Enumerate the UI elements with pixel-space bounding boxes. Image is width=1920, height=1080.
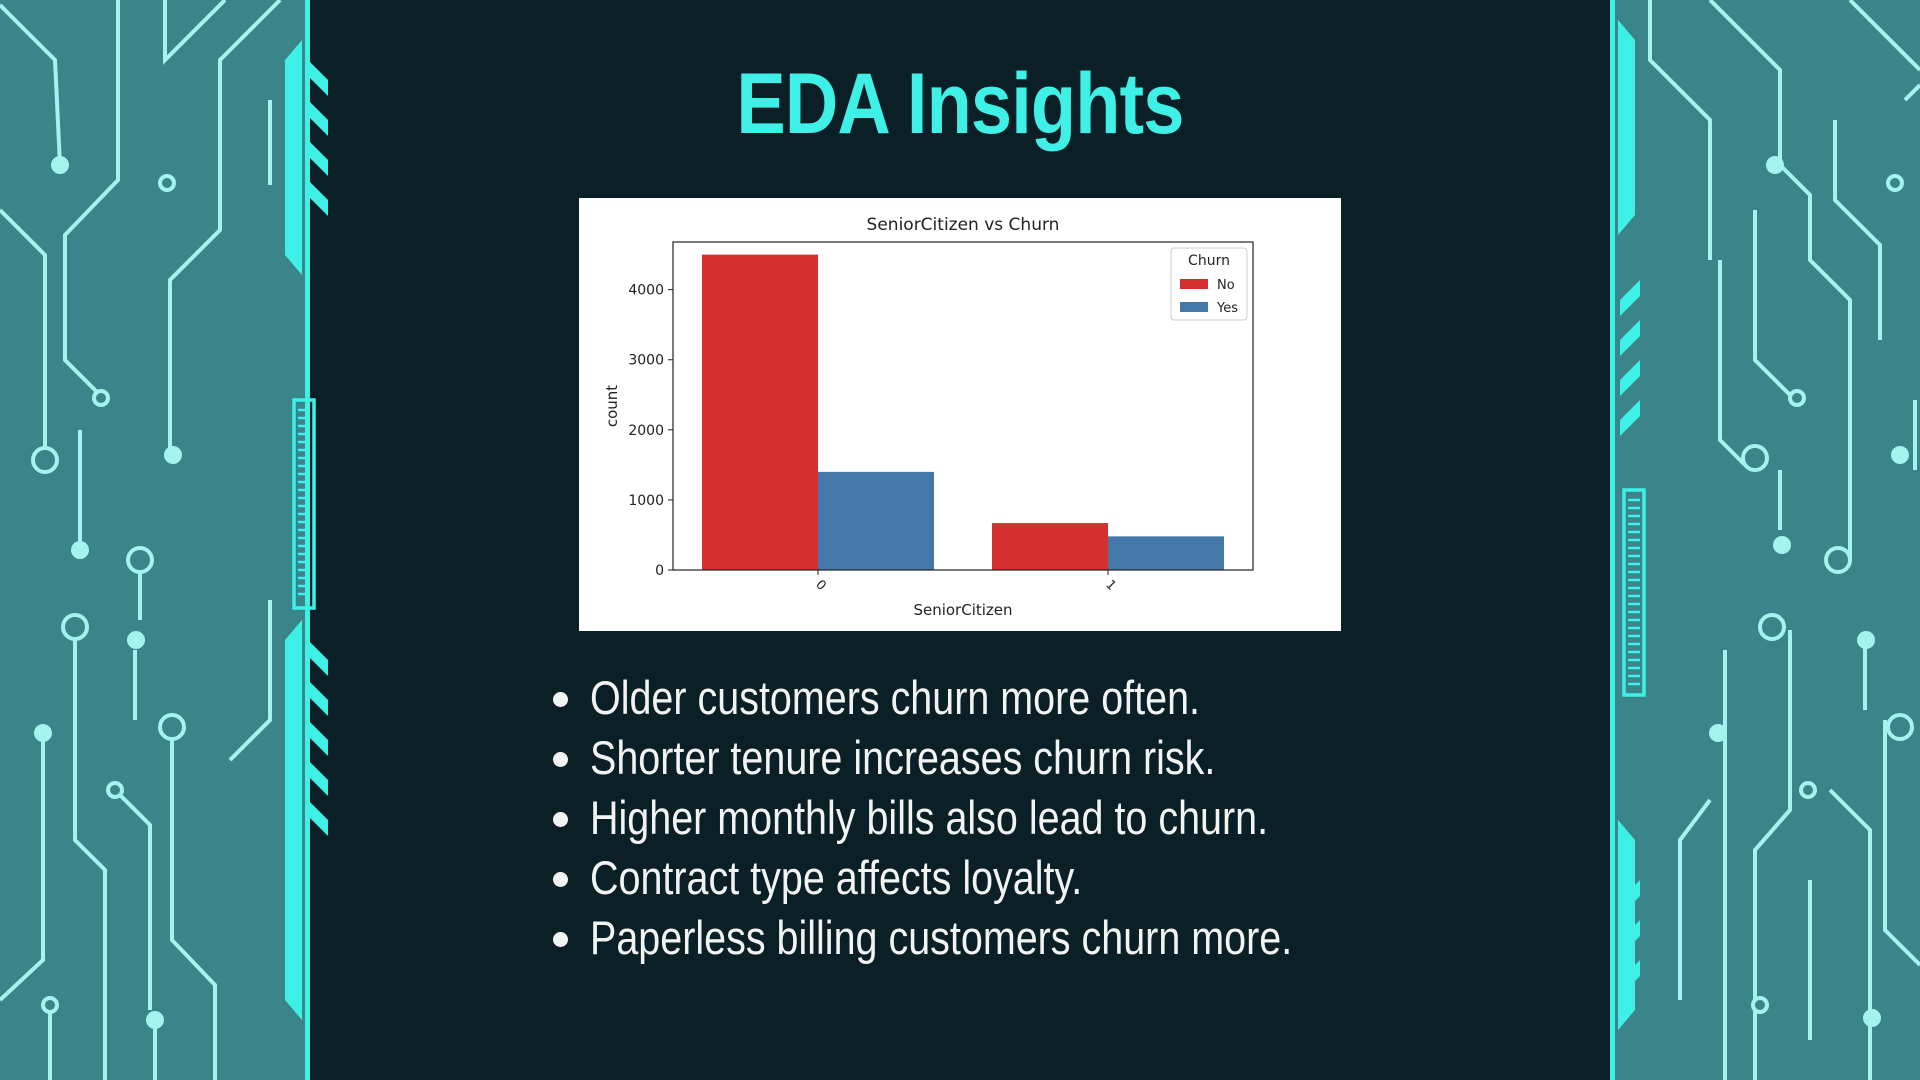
bar-chart: SeniorCitizen vs Churn 0 1 0 1000 2000 3000 400… [603, 215, 1254, 619]
list-item: Higher monthly bills also lead to churn. [550, 788, 1450, 848]
bullet-dot [553, 752, 568, 767]
legend-swatch-yes [1180, 302, 1208, 312]
insight-text: Older customers churn more often. [590, 671, 1200, 724]
bullet-dot [553, 932, 568, 947]
chart-title: SeniorCitizen vs Churn [867, 215, 1060, 235]
legend-swatch-no [1180, 279, 1208, 289]
x-axis-label: SeniorCitizen [913, 601, 1012, 619]
right-border-strip [1620, 280, 1646, 996]
chart-card: SeniorCitizen vs Churn 0 1 0 1000 2000 3000 400… [579, 198, 1341, 631]
insight-text: Paperless billing customers churn more. [590, 911, 1293, 964]
bar-no-1 [992, 523, 1108, 570]
plot-frame [672, 241, 1254, 571]
right-circuit-panel [1610, 0, 1920, 1080]
legend-label-no: No [1217, 278, 1235, 293]
insight-text: Higher monthly bills also lead to churn. [590, 791, 1269, 844]
insight-text: Contract type affects loyalty. [590, 851, 1083, 904]
insight-text: Shorter tenure increases churn risk. [590, 731, 1216, 784]
slide-title: EDA Insights [736, 56, 1184, 152]
bar-yes-1 [1108, 536, 1224, 570]
list-item: Paperless billing customers churn more. [550, 908, 1450, 968]
bullet-dot [553, 812, 568, 827]
insights-list: Older customers churn more often. Shorte… [550, 668, 1450, 968]
y-tick-label: 3000 [628, 353, 664, 369]
bullet-dot [553, 872, 568, 887]
list-item: Older customers churn more often. [550, 668, 1450, 728]
x-tick-label: 1 [1102, 577, 1118, 593]
y-axis-label: count [603, 385, 621, 427]
bullet-dot [553, 692, 568, 707]
y-tick-label: 4000 [628, 283, 664, 299]
right-circuit-pattern [1610, 0, 1920, 1080]
legend-title: Churn [1188, 253, 1230, 269]
list-item: Contract type affects loyalty. [550, 848, 1450, 908]
list-item: Shorter tenure increases churn risk. [550, 728, 1450, 788]
y-tick-label: 1000 [628, 493, 664, 509]
left-circuit-pattern [0, 0, 310, 1080]
bar-no-0 [702, 254, 818, 570]
legend-label-yes: Yes [1216, 301, 1238, 316]
left-border-strip [292, 60, 328, 836]
y-tick-label: 0 [655, 563, 664, 579]
x-tick-label: 0 [812, 577, 828, 593]
bar-yes-0 [818, 471, 934, 570]
left-circuit-panel [0, 0, 310, 1080]
y-tick-label: 2000 [628, 423, 664, 439]
